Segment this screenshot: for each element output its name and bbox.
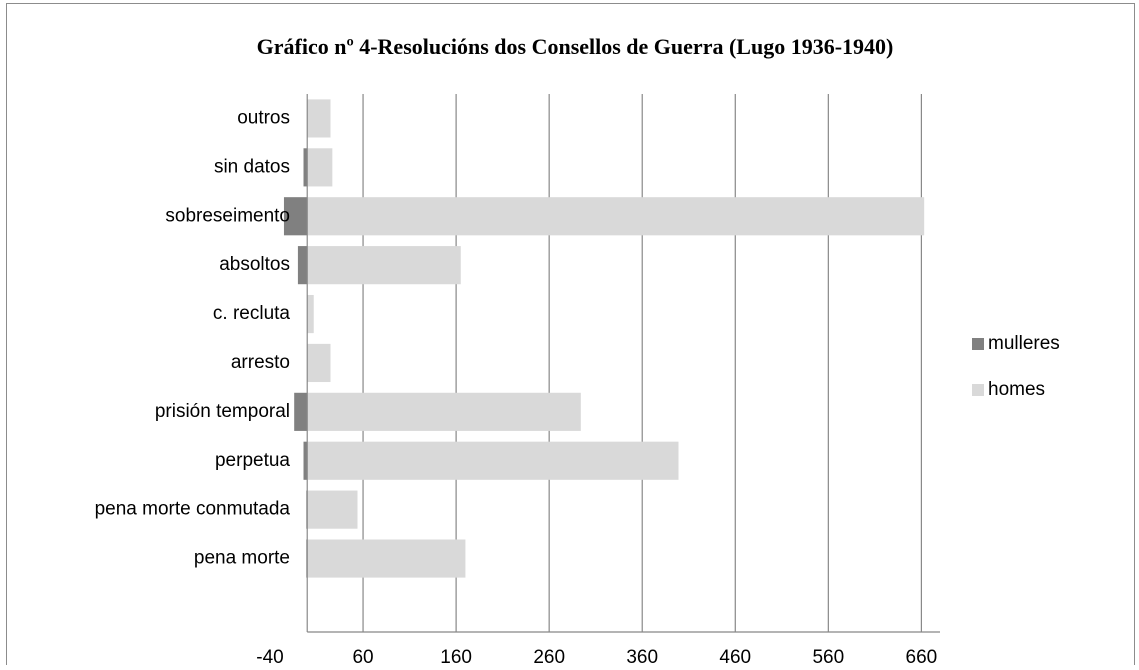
bar bbox=[303, 148, 308, 187]
x-tick-label: 160 bbox=[440, 647, 472, 665]
bar bbox=[307, 539, 466, 578]
bar bbox=[307, 99, 331, 138]
x-tick-label: 360 bbox=[626, 647, 658, 665]
y-tick-label: sobreseimento bbox=[165, 205, 290, 226]
bar bbox=[294, 392, 308, 431]
bar bbox=[307, 197, 925, 236]
legend-swatch bbox=[972, 384, 984, 396]
bar bbox=[307, 294, 314, 334]
x-tick-label: -40 bbox=[256, 647, 283, 665]
x-tick-label: 260 bbox=[533, 647, 565, 665]
y-tick-label: c. recluta bbox=[213, 303, 291, 324]
legend-label: mulleres bbox=[988, 333, 1060, 354]
chart-frame bbox=[6, 3, 1135, 670]
y-tick-label: pena morte conmutada bbox=[95, 499, 291, 520]
y-tick-label: arresto bbox=[231, 352, 290, 373]
bar bbox=[307, 148, 333, 187]
y-tick-label: perpetua bbox=[215, 450, 290, 471]
x-tick-label: 60 bbox=[352, 647, 373, 665]
x-tick-label: 660 bbox=[906, 647, 938, 665]
y-tick-label: outros bbox=[237, 107, 290, 128]
y-tick-label: sin datos bbox=[214, 156, 290, 177]
y-tick-label: prisión temporal bbox=[155, 401, 290, 422]
legend-swatch bbox=[972, 338, 984, 350]
legend-label: homes bbox=[988, 379, 1045, 400]
x-tick-label: 460 bbox=[719, 647, 751, 665]
bar bbox=[297, 246, 308, 285]
y-tick-label: pena morte bbox=[194, 548, 290, 569]
bar bbox=[303, 441, 308, 480]
bar bbox=[307, 441, 679, 480]
bar bbox=[307, 246, 461, 285]
chart-title: Gráfico nº 4-Resolucións dos Consellos d… bbox=[257, 34, 894, 59]
y-tick-label: absoltos bbox=[219, 254, 290, 275]
bar bbox=[307, 392, 581, 431]
bar bbox=[307, 490, 358, 529]
bar bbox=[283, 197, 308, 236]
bar bbox=[307, 343, 331, 383]
x-tick-label: 560 bbox=[812, 647, 844, 665]
